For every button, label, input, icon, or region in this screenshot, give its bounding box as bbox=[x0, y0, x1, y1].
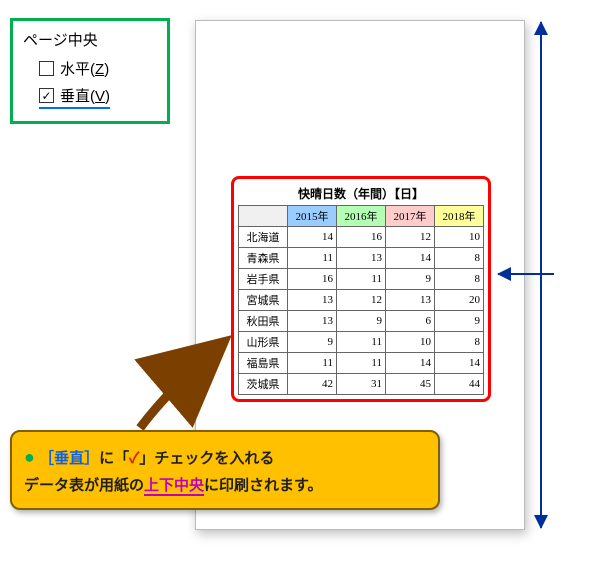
table-row: 北海道14161210 bbox=[239, 227, 484, 248]
bullet-icon: ● bbox=[24, 447, 35, 467]
row-label: 青森県 bbox=[239, 248, 288, 269]
table-header-row: 2015年 2016年 2017年 2018年 bbox=[239, 206, 484, 227]
data-cell: 13 bbox=[288, 290, 337, 311]
row-label: 北海道 bbox=[239, 227, 288, 248]
row-label: 宮城県 bbox=[239, 290, 288, 311]
data-cell: 12 bbox=[337, 290, 386, 311]
data-cell: 6 bbox=[386, 311, 435, 332]
data-cell: 14 bbox=[386, 248, 435, 269]
data-cell: 14 bbox=[386, 353, 435, 374]
table-row: 秋田県13969 bbox=[239, 311, 484, 332]
table-corner-cell bbox=[239, 206, 288, 227]
check-mark-icon: ✓ bbox=[129, 450, 139, 467]
data-cell: 45 bbox=[386, 374, 435, 395]
table-title: 快晴日数（年間）【日】 bbox=[238, 185, 484, 202]
row-label: 岩手県 bbox=[239, 269, 288, 290]
data-cell: 9 bbox=[386, 269, 435, 290]
horizontal-label: 水平(Z) bbox=[60, 58, 109, 79]
col-2015: 2015年 bbox=[288, 206, 337, 227]
data-cell: 11 bbox=[288, 248, 337, 269]
data-cell: 16 bbox=[337, 227, 386, 248]
data-cell: 44 bbox=[435, 374, 484, 395]
data-cell: 16 bbox=[288, 269, 337, 290]
table-row: 青森県1113148 bbox=[239, 248, 484, 269]
data-cell: 8 bbox=[435, 269, 484, 290]
data-cell: 20 bbox=[435, 290, 484, 311]
data-cell: 11 bbox=[337, 353, 386, 374]
instruction-line-2: データ表が用紙の上下中央に印刷されます。 bbox=[24, 473, 426, 499]
data-cell: 10 bbox=[435, 227, 484, 248]
data-cell: 14 bbox=[288, 227, 337, 248]
data-cell: 13 bbox=[337, 248, 386, 269]
data-cell: 12 bbox=[386, 227, 435, 248]
row-label: 山形県 bbox=[239, 332, 288, 353]
page-center-settings-panel: ページ中央 水平(Z) 垂直(V) bbox=[10, 18, 170, 124]
data-cell: 9 bbox=[288, 332, 337, 353]
data-cell: 11 bbox=[337, 332, 386, 353]
horizontal-checkbox[interactable] bbox=[39, 61, 54, 76]
horizontal-pointer-arrow bbox=[498, 273, 554, 275]
row-label: 秋田県 bbox=[239, 311, 288, 332]
table-row: 福島県11111414 bbox=[239, 353, 484, 374]
row-label: 福島県 bbox=[239, 353, 288, 374]
col-2017: 2017年 bbox=[386, 206, 435, 227]
instruction-callout: ● ［垂直］に「✓」チェックを入れる データ表が用紙の上下中央に印刷されます。 bbox=[10, 430, 440, 510]
table-row: 山形県911108 bbox=[239, 332, 484, 353]
row-label: 茨城県 bbox=[239, 374, 288, 395]
vertical-label: 垂直(V) bbox=[60, 85, 110, 106]
sunny-days-table: 2015年 2016年 2017年 2018年 北海道14161210青森県11… bbox=[238, 205, 484, 395]
table-row: 宮城県13121320 bbox=[239, 290, 484, 311]
settings-title: ページ中央 bbox=[23, 29, 157, 50]
table-row: 茨城県42314544 bbox=[239, 374, 484, 395]
data-cell: 8 bbox=[435, 332, 484, 353]
data-cell: 11 bbox=[288, 353, 337, 374]
horizontal-checkbox-row[interactable]: 水平(Z) bbox=[39, 58, 157, 79]
data-cell: 10 bbox=[386, 332, 435, 353]
vertical-extent-arrow bbox=[540, 22, 542, 528]
vertical-checkbox-row[interactable]: 垂直(V) bbox=[39, 85, 110, 109]
data-cell: 8 bbox=[435, 248, 484, 269]
data-cell: 13 bbox=[288, 311, 337, 332]
table-row: 岩手県161198 bbox=[239, 269, 484, 290]
instruction-line-1: ● ［垂直］に「✓」チェックを入れる bbox=[24, 442, 426, 473]
data-cell: 42 bbox=[288, 374, 337, 395]
data-cell: 9 bbox=[337, 311, 386, 332]
col-2018: 2018年 bbox=[435, 206, 484, 227]
data-cell: 31 bbox=[337, 374, 386, 395]
data-cell: 14 bbox=[435, 353, 484, 374]
data-cell: 13 bbox=[386, 290, 435, 311]
vertical-checkbox[interactable] bbox=[39, 88, 54, 103]
col-2016: 2016年 bbox=[337, 206, 386, 227]
data-table-frame: 快晴日数（年間）【日】 2015年 2016年 2017年 2018年 北海道1… bbox=[231, 176, 491, 402]
data-cell: 11 bbox=[337, 269, 386, 290]
data-cell: 9 bbox=[435, 311, 484, 332]
